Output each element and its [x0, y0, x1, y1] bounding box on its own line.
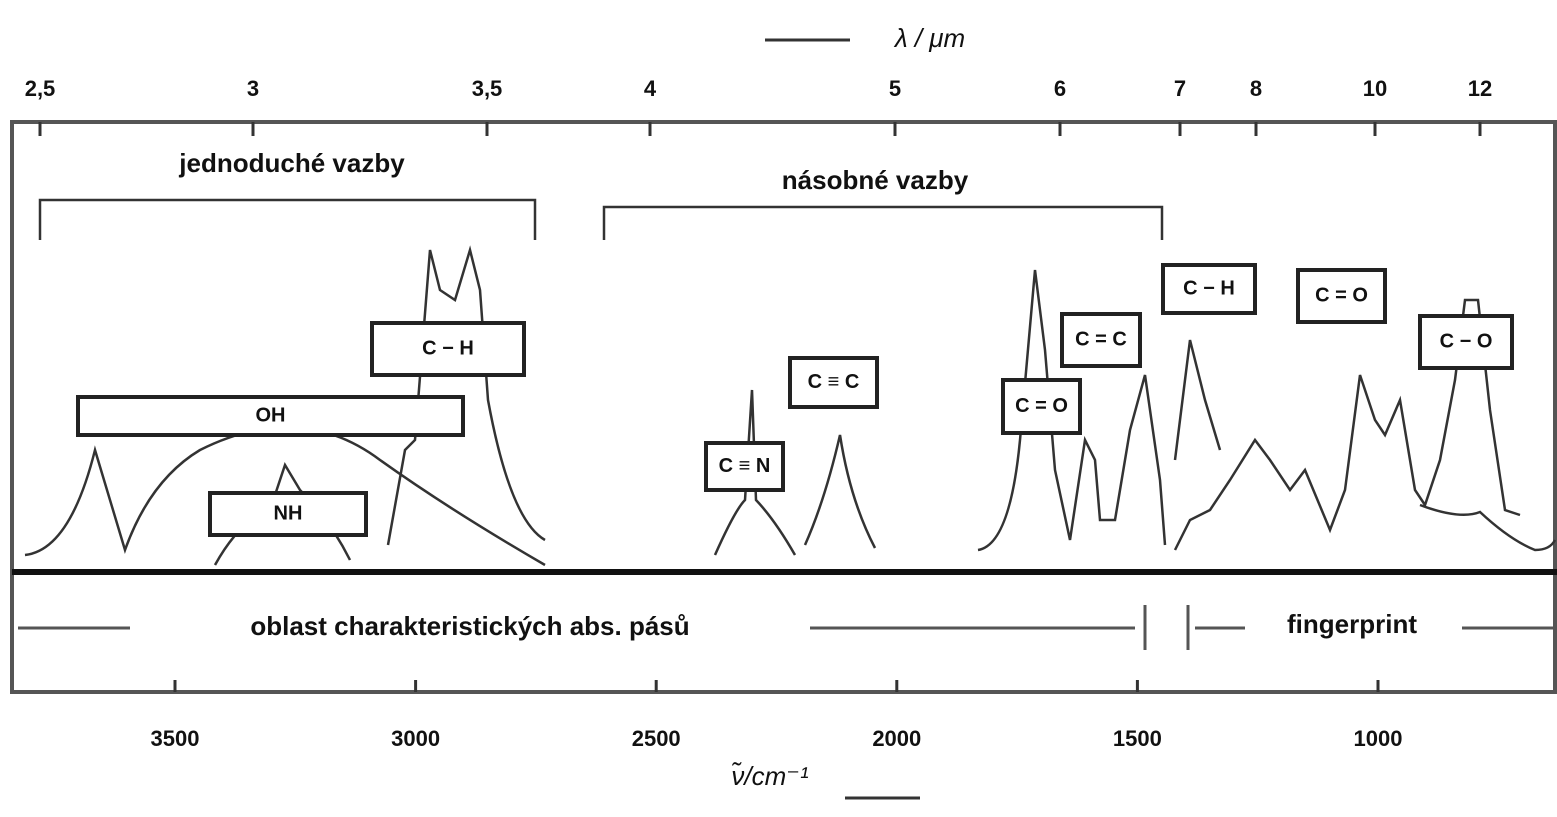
bottom-tick-label: 2500: [632, 726, 681, 751]
top-tick-label: 3,5: [472, 76, 503, 101]
bottom-tick-label: 1000: [1354, 726, 1403, 751]
bottom-tick-label: 3500: [151, 726, 200, 751]
top-tick-label: 4: [644, 76, 657, 101]
band-label: C ≡ N: [719, 455, 771, 477]
top-tick-label: 7: [1174, 76, 1186, 101]
band-box: [370, 321, 526, 377]
region-label: fingerprint: [1287, 609, 1417, 639]
bottom-tick-label: 1500: [1113, 726, 1162, 751]
group-label: jednoduché vazby: [178, 148, 405, 178]
spectrum: [24, 245, 1557, 567]
bracket: [38, 198, 537, 240]
bracket: [602, 205, 1164, 240]
band-label: C ≡ C: [808, 371, 860, 393]
band-box: [1060, 312, 1142, 368]
band-box: [788, 356, 879, 409]
top-tick-label: 2,5: [25, 76, 56, 101]
group-label: násobné vazby: [782, 165, 969, 195]
frame: [10, 120, 1557, 694]
bottom-tick-label: 3000: [391, 726, 440, 751]
band-label: NH: [274, 502, 303, 524]
band-label: C = C: [1075, 328, 1127, 350]
band-box: [76, 395, 465, 437]
band-box: [704, 441, 785, 492]
top-tick-label: 3: [247, 76, 259, 101]
band-label: C = O: [1015, 395, 1068, 417]
band-label: C − O: [1440, 330, 1493, 352]
band-box: [208, 491, 368, 537]
top-axis-label: λ / μm: [893, 23, 965, 53]
band-box: [1161, 263, 1257, 315]
band-label: C − H: [1183, 277, 1235, 299]
band-label: C − H: [422, 337, 474, 359]
band-box: [1296, 268, 1387, 324]
band-label: C = O: [1315, 284, 1368, 306]
top-tick-label: 12: [1468, 76, 1492, 101]
band-box: [1418, 314, 1514, 370]
bottom-tick-label: 2000: [872, 726, 921, 751]
bottom-axis-label: ν̃/cm⁻¹: [731, 761, 809, 791]
top-tick-label: 8: [1250, 76, 1262, 101]
region-label: oblast charakteristických abs. pásů: [250, 611, 689, 641]
top-tick-label: 5: [889, 76, 901, 101]
top-tick-label: 6: [1054, 76, 1066, 101]
band-label: OH: [256, 404, 286, 426]
top-tick-label: 10: [1363, 76, 1387, 101]
band-box: [1001, 378, 1082, 435]
